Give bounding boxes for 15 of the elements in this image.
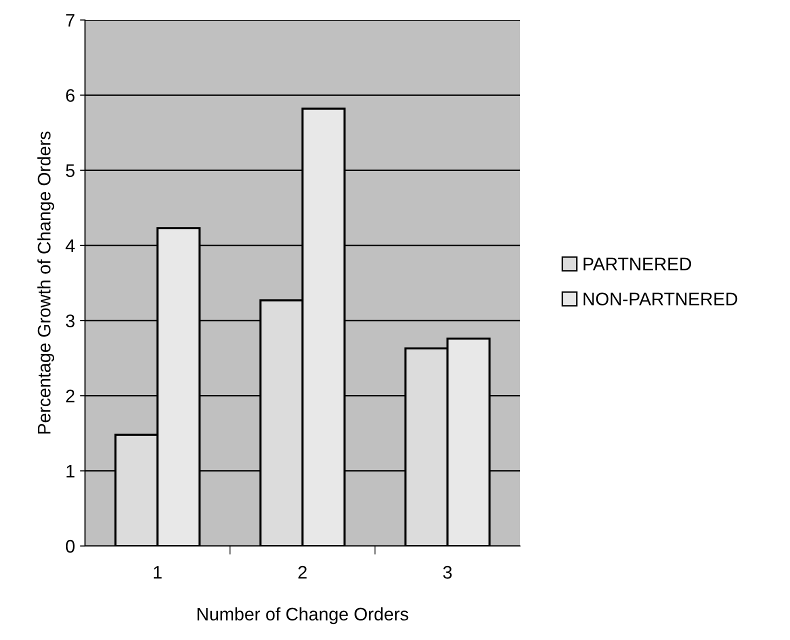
y-tick-label: 2 xyxy=(66,390,74,402)
y-tick-label: 6 xyxy=(66,89,74,102)
legend-label: NON-PARTNERED xyxy=(584,292,738,306)
y-axis-title: Percentage Growth of Change Orders xyxy=(37,132,54,434)
x-tick-label: 1 xyxy=(154,566,162,579)
y-tick-label: 1 xyxy=(66,464,74,478)
x-tick-label: 2 xyxy=(298,566,307,579)
y-tick-label: 4 xyxy=(66,240,75,252)
y-tick-label: 5 xyxy=(66,164,75,178)
y-tick-label: 0 xyxy=(66,540,75,553)
y-tick-label: 3 xyxy=(66,314,74,328)
legend-label: PARTNERED xyxy=(584,258,692,270)
x-axis-title: Number of Change Orders xyxy=(198,607,408,624)
y-tick-label: 7 xyxy=(66,14,74,27)
x-tick-label: 3 xyxy=(443,566,452,579)
